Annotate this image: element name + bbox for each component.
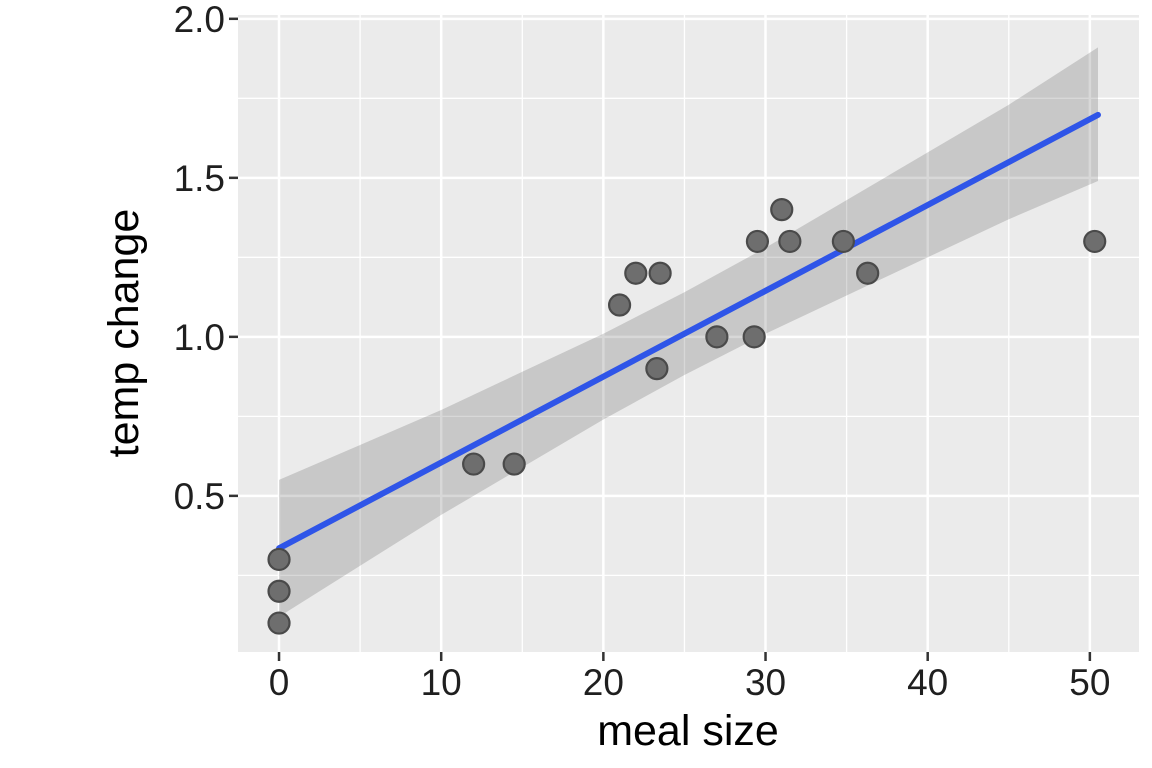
data-point: [1083, 229, 1107, 254]
y-axis-title: temp change: [100, 209, 148, 458]
data-point: [624, 261, 648, 285]
y-tick-label: 2.0: [174, 0, 225, 40]
points-layer: [267, 198, 1107, 635]
data-point: [648, 261, 672, 285]
x-tick-label: 40: [907, 662, 948, 703]
x-tick-label: 30: [745, 662, 786, 703]
x-axis-title: meal size: [597, 707, 779, 755]
data-point: [607, 293, 632, 317]
data-point: [856, 261, 880, 285]
data-point: [502, 452, 526, 476]
data-point: [705, 325, 729, 349]
data-point: [267, 579, 291, 603]
y-tick-label: 1.0: [174, 317, 225, 358]
data-point: [462, 452, 486, 476]
y-tick-label: 0.5: [174, 476, 225, 517]
data-point: [831, 229, 855, 254]
data-point: [742, 325, 766, 349]
axis-ticks-layer: [229, 17, 1092, 661]
regression-line: [276, 111, 1101, 552]
data-point: [778, 229, 802, 254]
smooth-line-layer: [276, 111, 1101, 552]
x-tick-label: 0: [269, 662, 290, 703]
x-tick-label: 10: [421, 662, 462, 703]
data-point: [267, 547, 291, 572]
data-point: [267, 611, 291, 635]
data-point: [645, 357, 669, 381]
y-tick-label: 1.5: [174, 158, 225, 199]
x-tick-label: 50: [1069, 662, 1110, 703]
axis-labels-layer: 0 10 20 30 40 50 0.5 1.0 1.5 2.0: [174, 0, 1111, 703]
x-tick-label: 20: [583, 662, 624, 703]
data-point: [745, 229, 770, 254]
data-point: [770, 198, 794, 222]
